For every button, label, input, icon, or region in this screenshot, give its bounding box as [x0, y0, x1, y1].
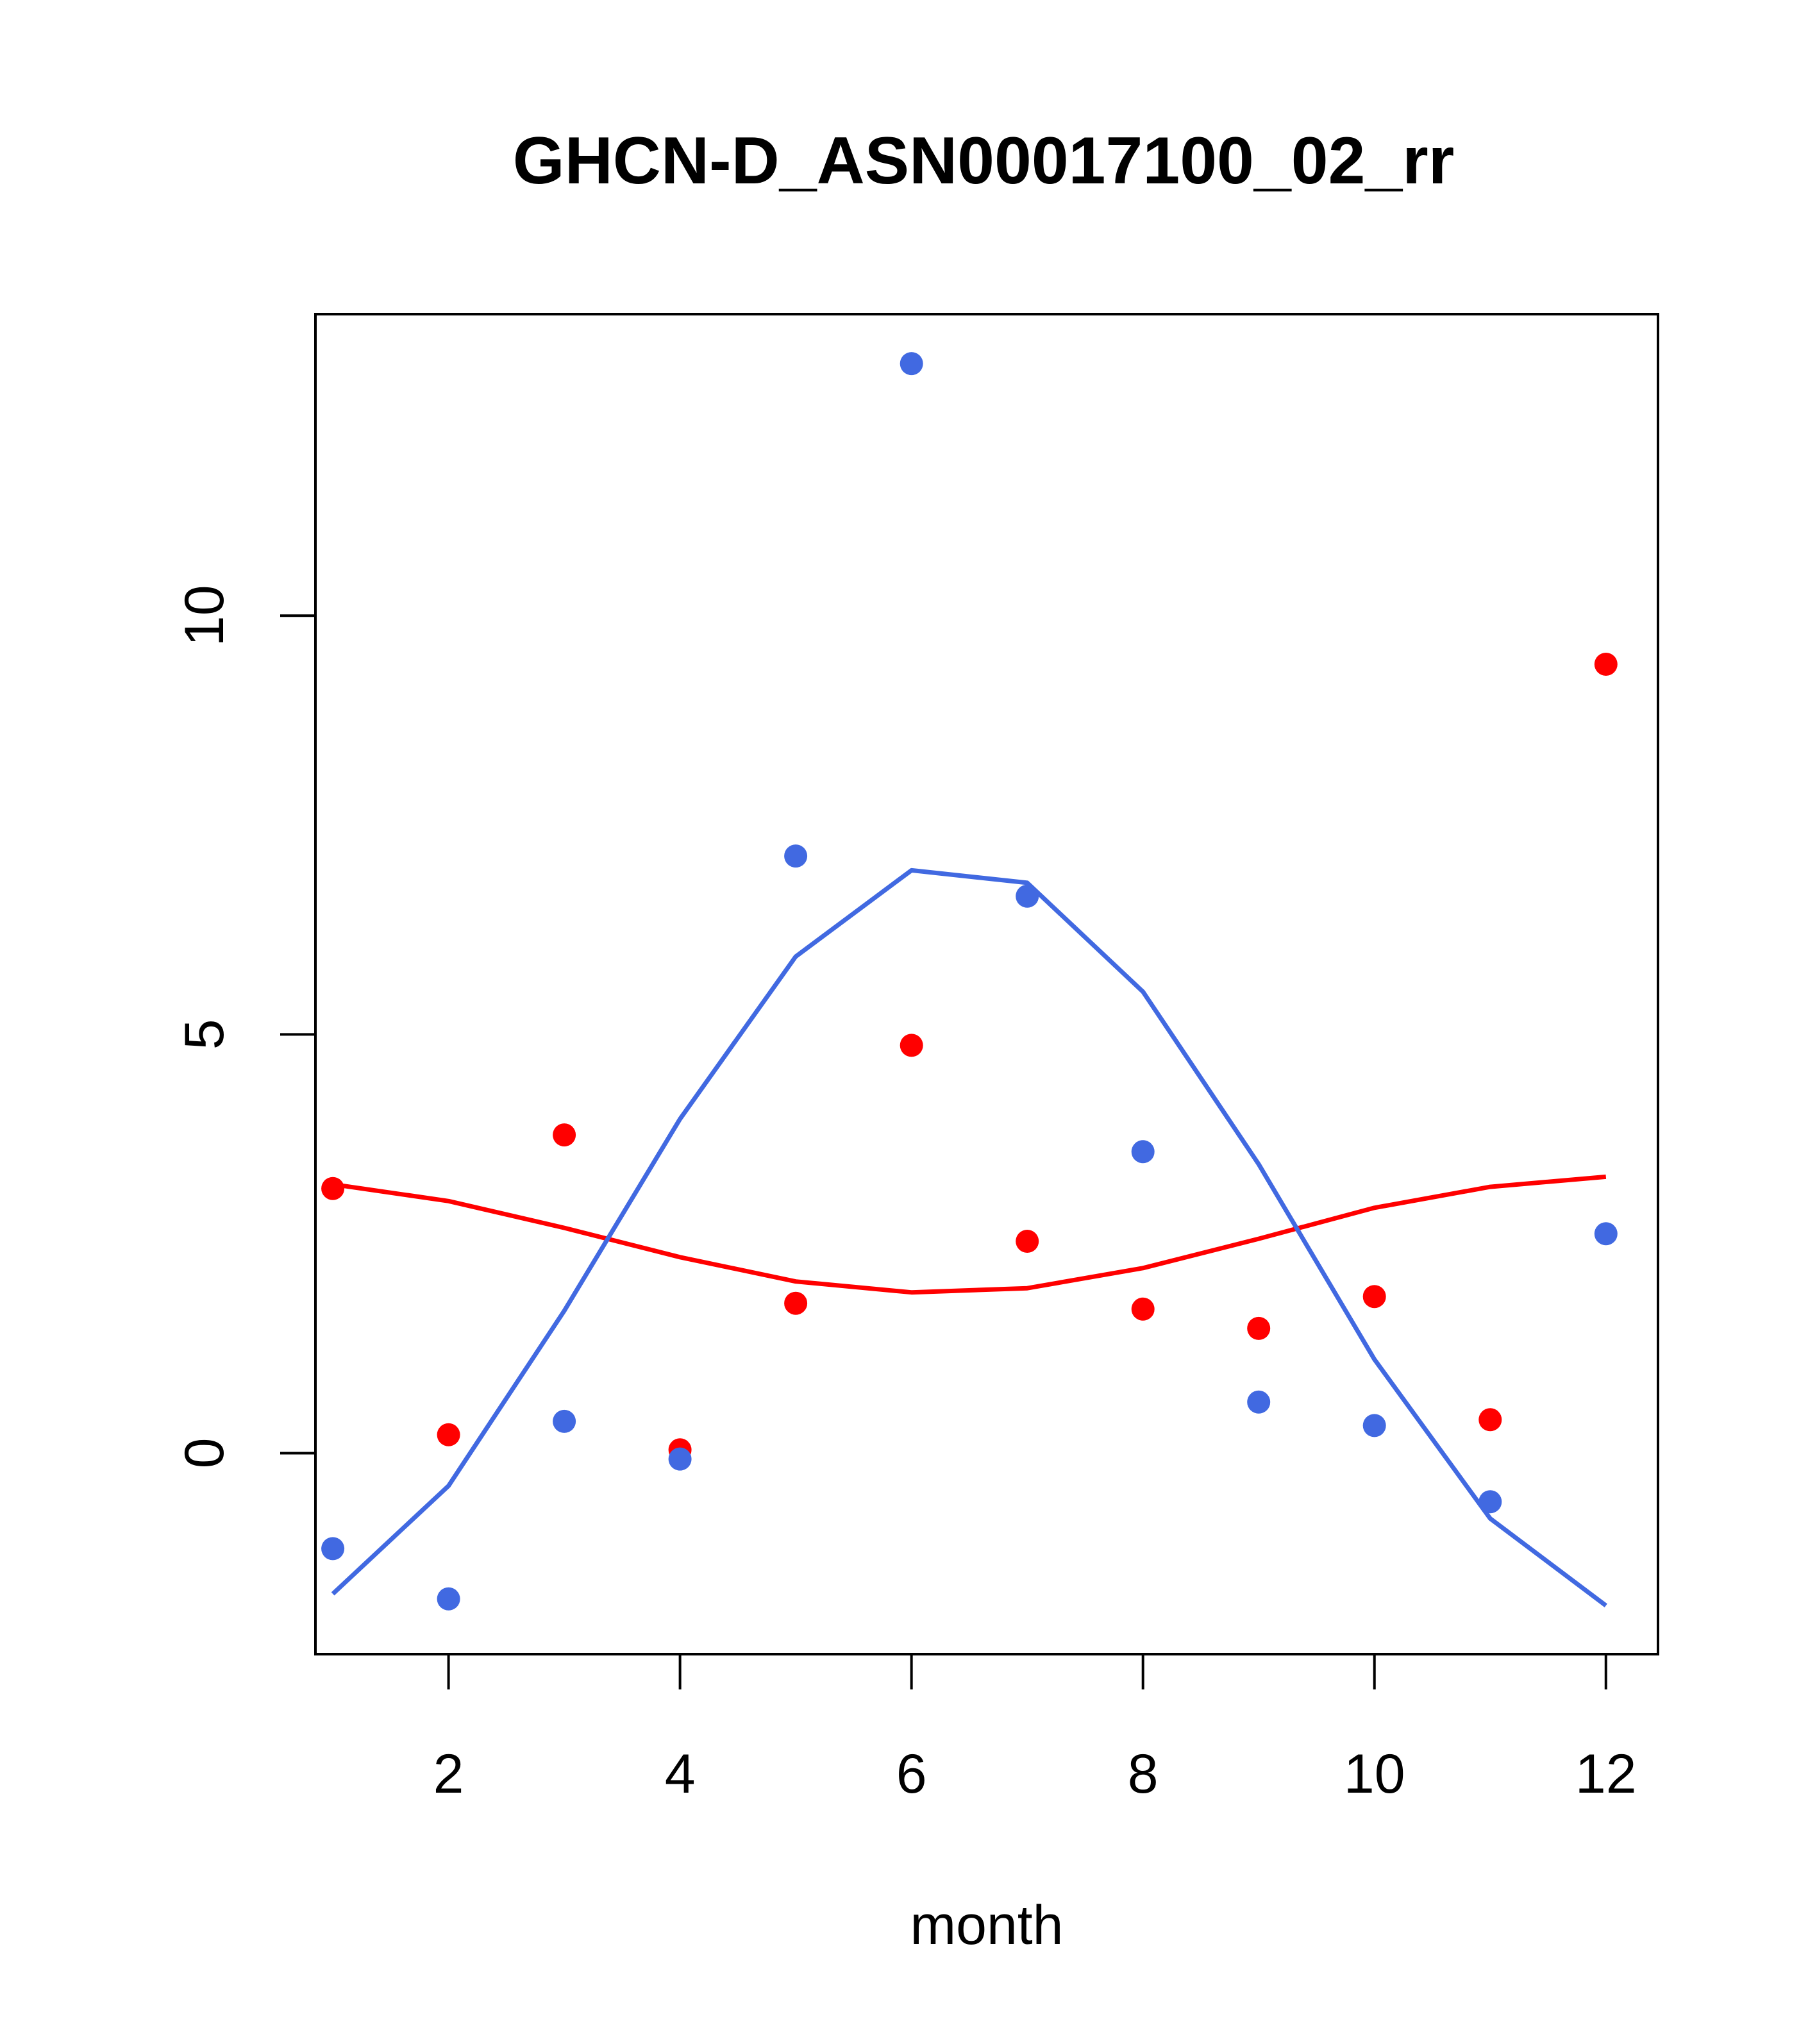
series-2-line	[331, 867, 1607, 1607]
series-2-point	[1362, 1414, 1386, 1437]
series-2-point	[784, 844, 808, 868]
series-2-point	[668, 1447, 692, 1471]
series-1-point	[553, 1123, 576, 1147]
series-1-line	[332, 1174, 1607, 1295]
series-1	[321, 653, 1618, 1462]
x-axis-label: month	[910, 1895, 1063, 1956]
x-tick-label: 12	[1575, 1743, 1637, 1805]
series-2-point	[321, 1537, 345, 1561]
x-axis: 2 4 6 8 10 12	[433, 1653, 1637, 1805]
series-1-point	[321, 1177, 345, 1200]
x-tick-label: 10	[1344, 1743, 1405, 1805]
x-tick-label: 8	[1128, 1743, 1159, 1805]
x-tick-label: 2	[433, 1743, 464, 1805]
series-2-point	[1016, 884, 1039, 908]
x-tick-label: 6	[896, 1743, 927, 1805]
series-2-point	[553, 1409, 576, 1433]
series-1-point	[1131, 1297, 1155, 1321]
series-2-point	[1594, 1222, 1618, 1246]
y-axis: 0 5 10	[174, 585, 317, 1469]
y-tick-label: 5	[174, 1019, 235, 1050]
y-tick-label: 0	[174, 1438, 235, 1469]
series-2-point	[1131, 1140, 1155, 1164]
series-2-point	[1247, 1390, 1271, 1414]
y-tick-label: 10	[174, 585, 235, 646]
series-1-point	[1016, 1230, 1039, 1253]
series-layer	[321, 352, 1618, 1611]
series-1-point	[784, 1291, 808, 1315]
series-1-point	[1594, 653, 1618, 676]
plot-frame	[314, 313, 1659, 1655]
series-1-point	[900, 1034, 923, 1057]
series-1-point	[1362, 1285, 1386, 1309]
series-2-point	[437, 1587, 460, 1611]
chart-title: GHCN-D_ASN00017100_02_rr	[513, 124, 1454, 198]
series-2-point	[1478, 1490, 1502, 1514]
series-1-point	[1478, 1408, 1502, 1432]
series-1-point	[437, 1423, 460, 1446]
series-2-point	[900, 352, 923, 376]
x-tick-label: 4	[665, 1743, 696, 1805]
series-2	[321, 352, 1618, 1611]
series-1-point	[1247, 1316, 1271, 1340]
